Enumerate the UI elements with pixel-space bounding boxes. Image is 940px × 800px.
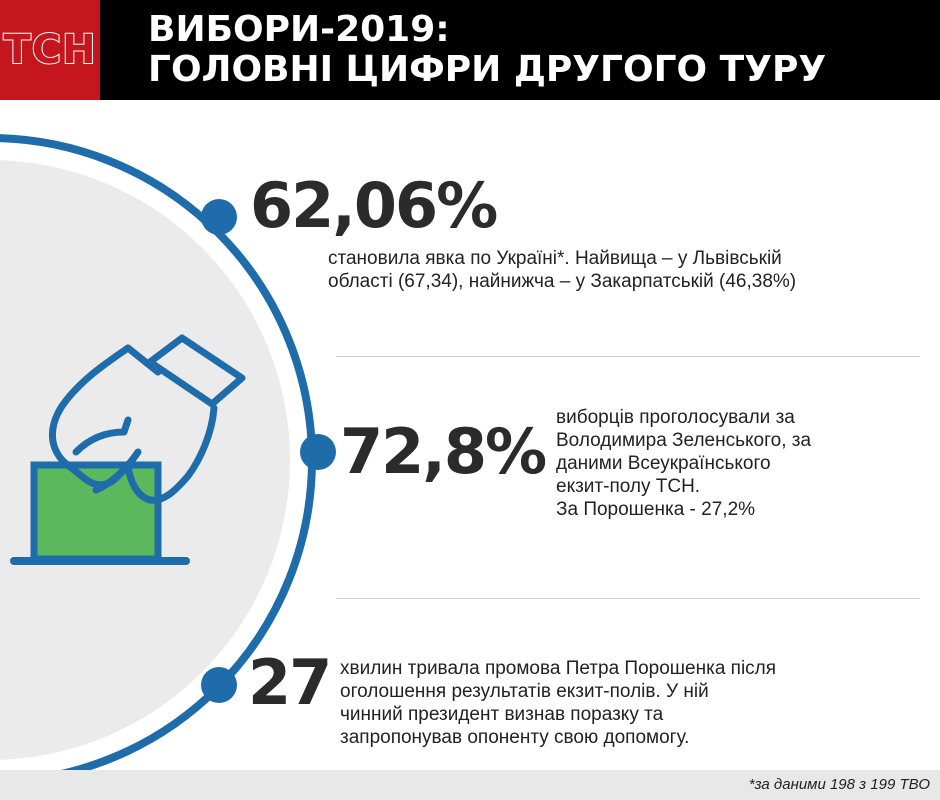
title-line-1: ВИБОРИ-2019:	[148, 9, 450, 50]
stat-text-turnout: становила явка по Україні*. Найвища – у …	[328, 247, 796, 293]
footnote: *за даними 198 з 199 ТВО	[748, 776, 930, 793]
stat-text-line: екзит-полу ТСН.	[556, 476, 701, 497]
stat-text-line: хвилин тривала промова Петра Порошенка п…	[340, 658, 777, 679]
divider	[336, 356, 920, 357]
stat-text-line: запропонував опоненту свою допомогу.	[340, 727, 690, 748]
tsn-logo: ТСН	[0, 0, 100, 100]
header-bar: ТСН ВИБОРИ-2019: ГОЛОВНІ ЦИФРИ ДРУГОГО Т…	[0, 0, 940, 100]
stat-text-line: виборців проголосували за	[556, 407, 795, 428]
footer-bar: *за даними 198 з 199 ТВО	[0, 770, 940, 800]
stat-text-line: Володимира Зеленського, за	[556, 430, 812, 451]
stat-value-zelensky: 72,8%	[340, 415, 547, 488]
page-title: ВИБОРИ-2019: ГОЛОВНІ ЦИФРИ ДРУГОГО ТУРУ	[148, 10, 928, 90]
timeline-dot	[300, 434, 336, 470]
hand-icon	[48, 334, 246, 504]
stat-value-turnout: 62,06%	[250, 169, 498, 242]
timeline-dot	[201, 667, 237, 703]
stat-text-line: даними Всеукраїнського	[556, 453, 771, 474]
stat-text-line: становила явка по Україні*. Найвища – у …	[328, 248, 782, 269]
ballot-box-icon	[10, 461, 190, 565]
stat-text-line: оголошення результатів екзит-полів. У ні…	[340, 681, 709, 702]
stat-text-speech: хвилин тривала промова Петра Порошенка п…	[340, 657, 776, 749]
timeline-dot	[201, 199, 237, 235]
stat-text-line: чинний президент визнав поразку та	[340, 704, 664, 725]
title-line-2: ГОЛОВНІ ЦИФРИ ДРУГОГО ТУРУ	[148, 49, 827, 90]
stat-text-line: За Порошенка - 27,2%	[556, 499, 756, 520]
divider	[336, 598, 920, 599]
logo-text: ТСН	[2, 26, 97, 74]
stat-text-line: області (67,34), найнижча – у Закарпатсь…	[328, 271, 797, 292]
stat-text-zelensky: виборців проголосували за Володимира Зел…	[556, 406, 811, 521]
stat-value-speech-minutes: 27	[248, 646, 332, 719]
